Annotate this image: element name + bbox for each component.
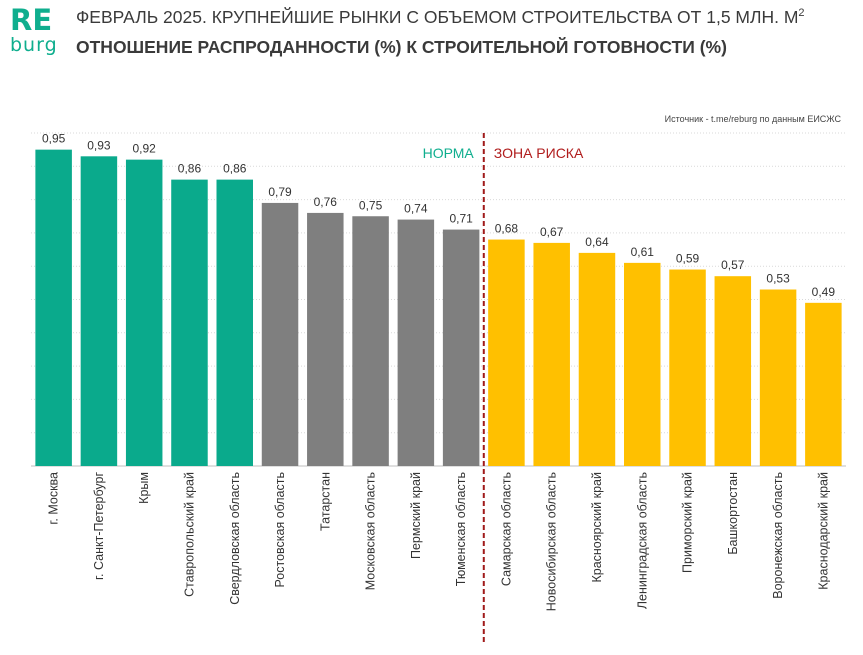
category-label-11: Самарская область bbox=[499, 472, 513, 586]
value-labels: 0,95 0,93 0,92 0,86 0,86 0,79 0,76 0,75 0,74 0,71… bbox=[42, 132, 835, 299]
category-label-15: Приморский край bbox=[681, 472, 695, 573]
bar-17 bbox=[759, 289, 797, 466]
bar-18 bbox=[805, 302, 842, 466]
bar-1 bbox=[35, 149, 72, 466]
value-label-4: 0,86 bbox=[178, 162, 202, 176]
bar-3 bbox=[125, 159, 163, 466]
category-label-5: Свердловская область bbox=[228, 472, 242, 605]
bar-2 bbox=[80, 156, 118, 466]
bar-11 bbox=[488, 239, 525, 466]
chart-title-line1: ФЕВРАЛЬ 2025. КРУПНЕЙШИЕ РЫНКИ С ОБЪЕМОМ… bbox=[76, 7, 805, 28]
value-label-3: 0,92 bbox=[133, 142, 157, 156]
chart-title-text: ФЕВРАЛЬ 2025. КРУПНЕЙШИЕ РЫНКИ С ОБЪЕМОМ… bbox=[76, 7, 799, 27]
category-label-1: г. Москва bbox=[47, 472, 61, 525]
value-label-18: 0,49 bbox=[812, 285, 836, 299]
bar-12 bbox=[533, 242, 570, 466]
bar-15 bbox=[669, 269, 706, 466]
logo-text-burg: burg bbox=[10, 34, 58, 56]
category-label-18: Краснодарский край bbox=[816, 472, 830, 590]
bar-7 bbox=[307, 212, 344, 466]
value-label-2: 0,93 bbox=[87, 138, 111, 152]
bar-8 bbox=[352, 216, 389, 466]
logo-text-re: RE bbox=[10, 3, 53, 37]
bar-9 bbox=[397, 219, 435, 466]
value-label-5: 0,86 bbox=[223, 162, 247, 176]
bars bbox=[35, 149, 842, 466]
bar-6 bbox=[261, 202, 299, 466]
zones: НОРМА ЗОНА РИСКА bbox=[423, 133, 584, 645]
zone-label-risk: ЗОНА РИСКА bbox=[494, 145, 584, 161]
value-label-9: 0,74 bbox=[404, 202, 428, 216]
category-labels: г. Москва г. Санкт-Петербург Крым Ставропол… bbox=[47, 472, 831, 612]
category-label-14: Ленинградская область bbox=[635, 472, 649, 609]
category-label-6: Ростовская область bbox=[273, 472, 287, 588]
zone-label-norm: НОРМА bbox=[423, 145, 475, 161]
category-label-12: Новосибирская область bbox=[545, 472, 559, 611]
value-label-8: 0,75 bbox=[359, 198, 383, 212]
value-label-17: 0,53 bbox=[766, 272, 790, 286]
bar-14 bbox=[624, 262, 661, 466]
value-label-7: 0,76 bbox=[314, 195, 338, 209]
category-label-17: Воронежская область bbox=[771, 472, 785, 599]
category-label-3: Крым bbox=[137, 472, 151, 504]
category-label-9: Пермский край bbox=[409, 472, 423, 559]
value-label-11: 0,68 bbox=[495, 222, 519, 236]
value-label-12: 0,67 bbox=[540, 225, 564, 239]
bar-4 bbox=[171, 179, 208, 466]
chart-title-sup: 2 bbox=[798, 7, 805, 20]
value-label-6: 0,79 bbox=[268, 185, 292, 199]
bar-10 bbox=[442, 229, 480, 466]
value-label-10: 0,71 bbox=[449, 212, 473, 226]
bar-5 bbox=[216, 179, 253, 466]
category-label-7: Татарстан bbox=[318, 472, 332, 531]
category-label-13: Красноярский край bbox=[590, 472, 604, 583]
value-label-1: 0,95 bbox=[42, 132, 66, 146]
bar-13 bbox=[578, 252, 616, 466]
gridlines bbox=[31, 132, 846, 467]
category-label-8: Московская область bbox=[364, 472, 378, 590]
bar-16 bbox=[714, 276, 752, 466]
value-label-13: 0,64 bbox=[585, 235, 609, 249]
category-label-10: Тюменская область bbox=[454, 472, 468, 586]
reburg-logo: RE burg bbox=[10, 3, 66, 56]
value-label-16: 0,57 bbox=[721, 258, 745, 272]
category-label-2: г. Санкт-Петербург bbox=[92, 472, 106, 580]
source-note: Источник - t.me/reburg по данным ЕИСЖС bbox=[664, 114, 841, 124]
category-label-4: Ставропольский край bbox=[182, 472, 196, 597]
category-label-16: Башкортостан bbox=[726, 472, 740, 555]
chart-title-line2: ОТНОШЕНИЕ РАСПРОДАННОСТИ (%) К СТРОИТЕЛЬ… bbox=[76, 37, 727, 57]
value-label-15: 0,59 bbox=[676, 252, 700, 266]
value-label-14: 0,61 bbox=[631, 245, 655, 259]
